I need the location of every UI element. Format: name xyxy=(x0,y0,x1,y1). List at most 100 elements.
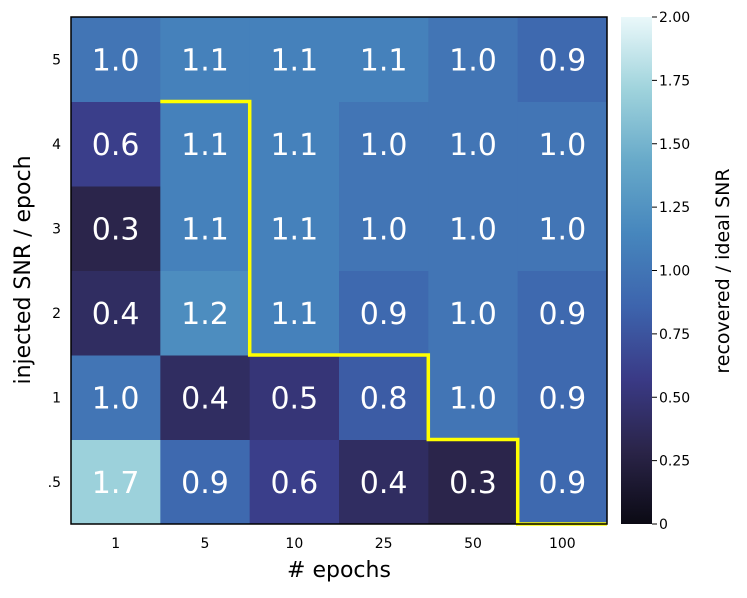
heatmap-cell xyxy=(71,186,161,271)
heatmap-cell xyxy=(428,186,519,271)
x-axis-ticks: 1 5 10 25 50 100 xyxy=(111,536,575,552)
cell-value-label: 1.0 xyxy=(449,297,497,332)
heatmap-cell xyxy=(517,270,608,356)
colorbar-tick-label: 1.25 xyxy=(659,200,690,216)
cell-value-label: 1.1 xyxy=(270,297,318,332)
x-axis-title: # epochs xyxy=(287,558,391,583)
y-tick-label: 2 xyxy=(52,306,61,322)
colorbar-tick-label: 1.50 xyxy=(659,137,690,153)
y-tick-label: 5 xyxy=(52,52,61,68)
cell-value-label: 1.1 xyxy=(181,43,229,78)
cell-value-label: 0.4 xyxy=(360,466,408,501)
heatmap-cell xyxy=(160,270,251,356)
heatmap-cell xyxy=(249,186,340,271)
cell-value-label: 0.8 xyxy=(360,381,408,416)
cell-value-label: 1.0 xyxy=(449,128,497,163)
x-tick-label: 10 xyxy=(285,536,303,552)
cell-value-label: 0.6 xyxy=(270,466,318,501)
cell-value-label: 0.4 xyxy=(92,297,140,332)
heatmap-cell xyxy=(160,355,251,440)
heatmap-cell xyxy=(517,101,608,187)
heatmap-cell xyxy=(339,186,429,271)
heatmap-cell xyxy=(249,17,340,102)
heatmap-cell xyxy=(160,186,251,271)
cell-value-label: 0.3 xyxy=(92,212,140,247)
cell-value-label: 0.9 xyxy=(538,297,586,332)
cell-value-label: 0.9 xyxy=(538,43,586,78)
y-tick-label: .5 xyxy=(48,475,61,491)
heatmap-cells xyxy=(71,17,608,525)
cell-value-label: 0.9 xyxy=(360,297,408,332)
colorbar-tick-label: 0 xyxy=(659,517,668,533)
cell-value-label: 1.0 xyxy=(360,128,408,163)
heatmap-cell xyxy=(160,17,251,102)
threshold-boundary-line xyxy=(160,99,607,526)
x-tick-label: 5 xyxy=(201,536,210,552)
cell-value-label: 1.0 xyxy=(449,381,497,416)
cell-value-label: 1.7 xyxy=(92,466,140,501)
cell-value-label: 1.0 xyxy=(92,381,140,416)
heatmap-cell xyxy=(428,17,519,102)
heatmap-cell xyxy=(339,355,429,440)
y-tick-label: 3 xyxy=(52,221,61,237)
y-axis-title: injected SNR / epoch xyxy=(11,155,36,384)
plot-frame xyxy=(70,16,608,525)
colorbar-tick-label: 1.00 xyxy=(659,264,690,280)
heatmap-cell xyxy=(428,101,519,187)
cell-value-label: 0.9 xyxy=(538,381,586,416)
cell-value-label: 0.6 xyxy=(92,128,140,163)
cell-value-label: 1.0 xyxy=(538,128,586,163)
heatmap-cell xyxy=(339,17,429,102)
cell-value-label: 1.0 xyxy=(449,212,497,247)
heatmap-cell xyxy=(71,439,161,525)
heatmap-cell xyxy=(517,17,608,102)
heatmap-cell xyxy=(428,439,519,525)
colorbar-tick-label: 0.75 xyxy=(659,327,690,343)
colorbar-ticks: 0 0.25 0.50 0.75 1.00 1.25 1.50 1.75 2.00 xyxy=(652,10,690,533)
cell-value-label: 1.0 xyxy=(360,212,408,247)
heatmap-cell xyxy=(517,439,608,525)
heatmap-cell xyxy=(428,270,519,356)
y-axis-ticks: .5 1 2 3 4 5 xyxy=(48,52,61,491)
colorbar-tick-label: 1.75 xyxy=(659,73,690,89)
heatmap-cell xyxy=(428,355,519,440)
cell-value-label: 0.9 xyxy=(181,466,229,501)
heatmap-cell xyxy=(71,355,161,440)
heatmap-cell xyxy=(71,101,161,187)
heatmap-cell xyxy=(160,439,251,525)
heatmap-cell xyxy=(71,270,161,356)
y-tick-label: 1 xyxy=(52,390,61,406)
cell-value-label: 1.2 xyxy=(181,297,229,332)
cell-value-label: 1.1 xyxy=(270,128,318,163)
cell-value-label: 0.5 xyxy=(270,381,318,416)
heatmap-cell xyxy=(339,439,429,525)
cell-value-label: 0.4 xyxy=(181,381,229,416)
colorbar xyxy=(621,17,652,524)
heatmap-cell xyxy=(517,355,608,440)
cell-value-label: 1.0 xyxy=(538,212,586,247)
heatmap-cell xyxy=(249,270,340,356)
x-tick-label: 50 xyxy=(464,536,482,552)
cell-value-label: 1.0 xyxy=(449,43,497,78)
heatmap-cell xyxy=(249,355,340,440)
x-tick-label: 100 xyxy=(549,536,576,552)
cell-value-label: 1.1 xyxy=(360,43,408,78)
y-tick-label: 4 xyxy=(52,137,61,153)
cell-value-label: 1.1 xyxy=(181,128,229,163)
x-tick-label: 25 xyxy=(375,536,393,552)
heatmap-cell xyxy=(249,439,340,525)
heatmap-cell xyxy=(71,17,161,102)
heatmap-cell xyxy=(339,101,429,187)
cell-value-label: 1.1 xyxy=(270,43,318,78)
heatmap-cell xyxy=(160,101,251,187)
cell-value-label: 0.9 xyxy=(538,466,586,501)
heatmap-cell xyxy=(339,270,429,356)
heatmap-value-labels: 1.7 0.9 0.6 0.4 0.3 0.9 1.0 0.4 0.5 0.8 1.0 0.9 0.4 1… xyxy=(92,43,586,501)
heatmap-cell xyxy=(249,101,340,187)
cell-value-label: 1.0 xyxy=(92,43,140,78)
heatmap-cell xyxy=(517,186,608,271)
cell-value-label: 1.1 xyxy=(181,212,229,247)
cell-value-label: 0.3 xyxy=(449,466,497,501)
x-tick-label: 1 xyxy=(111,536,120,552)
